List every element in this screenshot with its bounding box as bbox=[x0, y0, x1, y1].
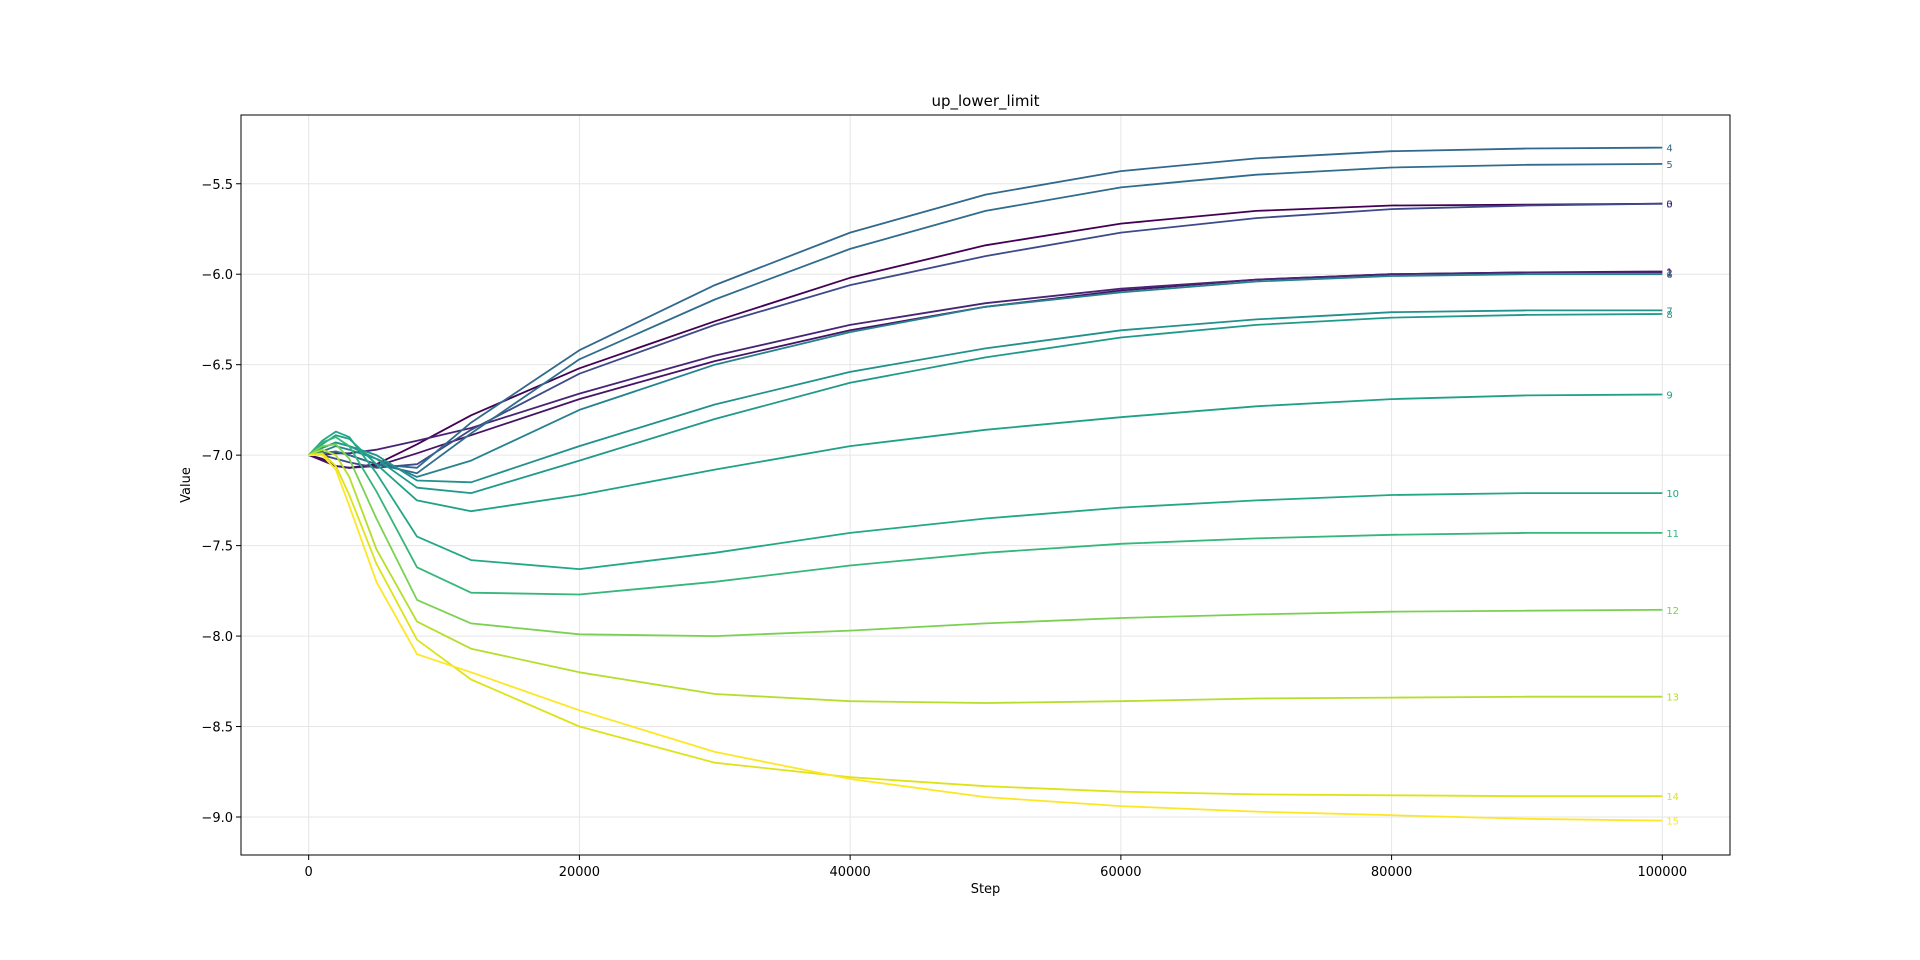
series-line-9 bbox=[308, 393, 1663, 513]
series-line-13 bbox=[308, 448, 1663, 704]
series-end-label: 15 bbox=[1666, 817, 1679, 828]
series-end-label: 7 bbox=[1666, 306, 1672, 317]
series-end-label: 9 bbox=[1666, 391, 1672, 402]
series-end-label: 4 bbox=[1666, 144, 1672, 155]
series-line-11 bbox=[308, 436, 1663, 596]
y-tick-label: −6.5 bbox=[201, 359, 233, 374]
y-tick-label: −8.5 bbox=[201, 721, 233, 736]
series-line-10 bbox=[308, 430, 1663, 570]
series-end-label: 12 bbox=[1666, 606, 1679, 617]
y-tick-label: −8.0 bbox=[201, 630, 233, 645]
series-end-label: 0 bbox=[1666, 200, 1672, 211]
series-end-label: 14 bbox=[1666, 792, 1679, 803]
x-tick-label: 0 bbox=[305, 865, 313, 880]
series-end-label: 3 bbox=[1666, 200, 1672, 211]
y-tick-label: −7.0 bbox=[201, 449, 233, 464]
x-tick-label: 40000 bbox=[829, 865, 870, 880]
y-tick-label: −7.5 bbox=[201, 540, 233, 555]
x-tick-label: 60000 bbox=[1100, 865, 1141, 880]
series-end-label: 5 bbox=[1666, 160, 1672, 171]
series-end-label: 11 bbox=[1666, 529, 1679, 540]
series-line-14 bbox=[308, 452, 1663, 798]
series-line-12 bbox=[308, 443, 1663, 637]
y-axis-title: Value bbox=[179, 467, 194, 503]
series-end-label: 2 bbox=[1666, 268, 1672, 279]
x-tick-label: 20000 bbox=[559, 865, 600, 880]
series-end-label: 6 bbox=[1666, 270, 1672, 281]
series-end-label: 8 bbox=[1666, 310, 1672, 321]
x-axis-title: Step bbox=[971, 882, 1001, 897]
x-tick-label: 100000 bbox=[1637, 865, 1687, 880]
series-line-3 bbox=[308, 202, 1663, 469]
series-end-label: 10 bbox=[1666, 489, 1679, 500]
y-axis-ticks: −5.5 −6.0 −6.5 −7.0 −7.5 −8.0 −8.5 −9.0 bbox=[201, 178, 241, 826]
plot-frame bbox=[240, 114, 1731, 856]
y-tick-label: −9.0 bbox=[201, 811, 233, 826]
series-end-label: 1 bbox=[1666, 268, 1672, 279]
series-line-6 bbox=[308, 273, 1663, 478]
chart-title: up_lower_limit bbox=[931, 92, 1039, 111]
series-lines bbox=[308, 146, 1663, 822]
series-line-8 bbox=[308, 313, 1663, 495]
y-tick-label: −5.5 bbox=[201, 178, 233, 193]
x-axis-ticks: 0 20000 40000 60000 80000 100000 bbox=[305, 855, 1687, 880]
series-end-label: 13 bbox=[1666, 693, 1679, 704]
series-line-15 bbox=[308, 454, 1663, 822]
y-tick-label: −6.0 bbox=[201, 268, 233, 283]
series-line-5 bbox=[308, 163, 1663, 475]
x-tick-label: 80000 bbox=[1371, 865, 1412, 880]
